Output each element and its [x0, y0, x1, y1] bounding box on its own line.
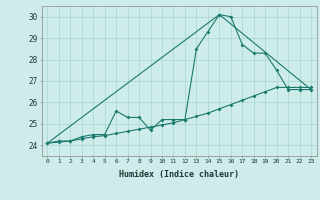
X-axis label: Humidex (Indice chaleur): Humidex (Indice chaleur)	[119, 170, 239, 179]
